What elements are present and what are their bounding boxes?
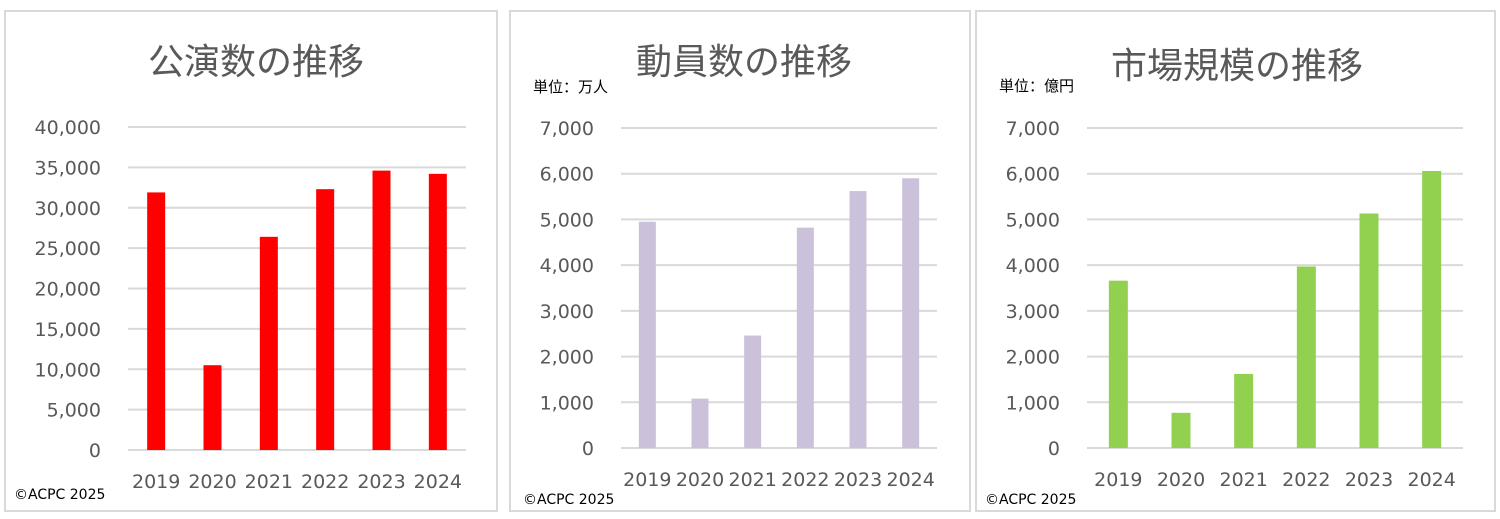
bar-2019 (1108, 280, 1128, 448)
chart-title: 市場規模の推移 (1111, 46, 1363, 87)
attendance-chart-panel: 動員数の推移 単位：万人 0 1,000 2,000 3,000 4,000 5,000 6… (509, 10, 971, 512)
bar-2020 (1171, 412, 1191, 448)
y-tick-label: 0 (89, 440, 101, 462)
y-tick-label: 1,000 (1006, 392, 1060, 414)
bar-2020 (691, 398, 709, 448)
x-tick-label: 2023 (357, 471, 405, 493)
x-tick-label: 2024 (1407, 469, 1455, 491)
x-tick-label: 2022 (301, 471, 349, 493)
copyright-label: ©ACPC 2025 (523, 492, 614, 508)
y-tick-label: 30,000 (35, 198, 101, 220)
x-tick-label: 2023 (1345, 469, 1393, 491)
y-tick-label: 10,000 (35, 359, 101, 381)
y-tick-label: 5,000 (540, 209, 594, 231)
x-tick-label: 2024 (414, 471, 462, 493)
bar-2022 (316, 189, 335, 451)
performances-chart: 公演数の推移 0 5,000 10,000 15,000 20,000 25,000 30,… (14, 42, 466, 503)
y-tick-label: 5,000 (47, 400, 101, 422)
y-tick-label: 0 (582, 438, 594, 460)
y-tick-label: 6,000 (1006, 164, 1060, 186)
x-tick-label: 2022 (781, 469, 829, 491)
bar-2023 (1359, 213, 1379, 448)
copyright-label: ©ACPC 2025 (985, 492, 1076, 508)
x-tick-label: 2021 (1219, 469, 1267, 491)
y-tick-label: 0 (1048, 438, 1060, 460)
x-tick-label: 2019 (1094, 469, 1142, 491)
y-tick-label: 5,000 (1006, 209, 1060, 231)
market-size-chart: 市場規模の推移 単位：億円 0 1,000 2,000 3,000 4,000 5,000… (985, 46, 1463, 508)
bar-2019 (147, 192, 166, 450)
bar-2024 (428, 173, 447, 450)
unit-label: 単位：万人 (533, 78, 608, 96)
y-tick-label: 35,000 (35, 157, 101, 179)
y-tick-label: 20,000 (35, 279, 101, 301)
y-tick-label: 1,000 (540, 392, 594, 414)
performances-chart-panel: 公演数の推移 0 5,000 10,000 15,000 20,000 25,000 30,… (4, 10, 498, 512)
x-tick-label: 2019 (623, 469, 671, 491)
bar-2022 (796, 227, 814, 448)
x-tick-label: 2021 (245, 471, 293, 493)
y-tick-label: 7,000 (1006, 118, 1060, 140)
chart-title: 公演数の推移 (148, 42, 364, 83)
bar-2022 (1296, 266, 1316, 448)
y-tick-label: 2,000 (1006, 347, 1060, 369)
x-tick-label: 2020 (676, 469, 724, 491)
y-tick-label: 4,000 (1006, 255, 1060, 277)
market-size-chart-panel: 市場規模の推移 単位：億円 0 1,000 2,000 3,000 4,000 5,000… (975, 10, 1496, 512)
y-tick-label: 2,000 (540, 347, 594, 369)
y-tick-label: 25,000 (35, 238, 101, 260)
bar-2024 (1422, 170, 1442, 448)
x-tick-label: 2019 (132, 471, 180, 493)
y-tick-label: 15,000 (35, 319, 101, 341)
bar-2020 (203, 365, 222, 450)
y-tick-label: 3,000 (1006, 301, 1060, 323)
copyright-label: ©ACPC 2025 (14, 487, 105, 503)
bar-2019 (638, 221, 656, 448)
bar-2023 (849, 191, 867, 449)
y-tick-label: 4,000 (540, 255, 594, 277)
x-tick-label: 2023 (834, 469, 882, 491)
x-tick-label: 2021 (728, 469, 776, 491)
bar-2024 (902, 178, 920, 449)
bar-2023 (372, 170, 391, 451)
bar-2021 (259, 236, 278, 450)
y-tick-label: 3,000 (540, 301, 594, 323)
x-tick-label: 2024 (886, 469, 934, 491)
x-tick-label: 2020 (1157, 469, 1205, 491)
y-tick-label: 7,000 (540, 118, 594, 140)
attendance-chart: 動員数の推移 単位：万人 0 1,000 2,000 3,000 4,000 5,000 6… (523, 42, 937, 508)
y-tick-label: 6,000 (540, 164, 594, 186)
x-tick-label: 2022 (1282, 469, 1330, 491)
x-tick-label: 2020 (188, 471, 236, 493)
bar-2021 (1234, 373, 1254, 448)
unit-label: 単位：億円 (999, 77, 1074, 95)
chart-title: 動員数の推移 (636, 42, 852, 83)
bar-2021 (744, 335, 762, 448)
y-tick-label: 40,000 (35, 117, 101, 139)
